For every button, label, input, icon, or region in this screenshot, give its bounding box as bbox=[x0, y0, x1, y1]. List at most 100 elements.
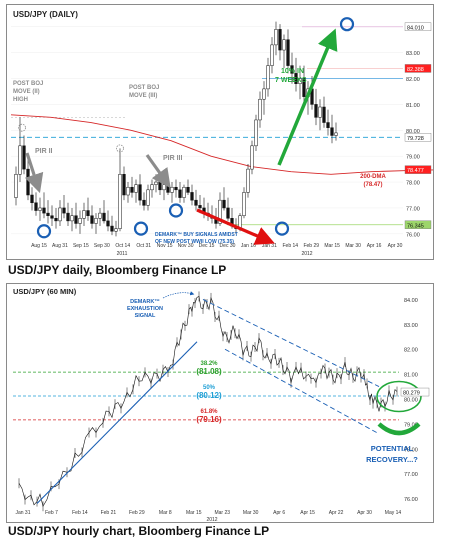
x-tick-label: Mar 30 bbox=[243, 510, 259, 516]
candle-body bbox=[106, 220, 110, 227]
candle-body bbox=[102, 212, 106, 222]
daily-chart-caption: USD/JPY daily, Bloomberg Finance LP bbox=[8, 263, 227, 277]
candle-body bbox=[274, 29, 278, 46]
y-tick-label: 78.00 bbox=[404, 447, 418, 453]
price-tag bbox=[404, 22, 432, 31]
candle-body bbox=[14, 174, 18, 198]
x-tick-label: Nov 30 bbox=[178, 243, 194, 249]
candle-body bbox=[66, 212, 70, 222]
candle-body bbox=[18, 145, 22, 175]
candle-body bbox=[74, 215, 78, 224]
x-tick-label: Mar 15 bbox=[186, 510, 202, 516]
candle-body bbox=[134, 184, 138, 193]
candle-body bbox=[86, 210, 90, 216]
x-tick-label: Feb 29 bbox=[129, 510, 145, 516]
x-tick-label: Mar 15 bbox=[324, 243, 340, 249]
annotation-200-dma-value: (78.47) bbox=[363, 182, 382, 188]
candle-body bbox=[98, 212, 102, 219]
fibonacci-value-label: (80.12) bbox=[196, 391, 222, 400]
candle-body bbox=[226, 207, 230, 219]
candle-body bbox=[170, 186, 174, 193]
candle-body bbox=[146, 189, 150, 206]
candle-body bbox=[78, 218, 82, 224]
x-tick-label: Mar 23 bbox=[214, 510, 230, 516]
y-tick-label: 83.00 bbox=[404, 323, 418, 329]
candle-body bbox=[254, 119, 258, 147]
candle-body bbox=[242, 192, 246, 216]
hourly-chart-panel: USD/JPY (60 MIN) 76.00 77.00 78.00 79.00 80.0… bbox=[6, 283, 434, 523]
fibonacci-value-label: (81.08) bbox=[196, 367, 222, 376]
fibonacci-pct-label: 61.8% bbox=[200, 409, 218, 415]
candle-body bbox=[34, 202, 38, 211]
candle-body bbox=[322, 106, 326, 123]
candle-body bbox=[154, 181, 158, 185]
annotation-recovery: POTENTIAL bbox=[371, 444, 414, 453]
candle-body bbox=[218, 199, 222, 224]
arrow-recovery bbox=[377, 422, 421, 436]
y-tick-label: 78.00 bbox=[406, 181, 420, 187]
candle-body bbox=[282, 39, 286, 51]
hourly-chart-title: USD/JPY (60 MIN) bbox=[13, 287, 77, 296]
candle-body bbox=[302, 78, 306, 97]
price-tag-label: 80.279 bbox=[403, 391, 420, 397]
y-tick-label: 82.00 bbox=[404, 348, 418, 354]
candle-body bbox=[250, 145, 254, 170]
y-tick-label: 81.00 bbox=[404, 373, 418, 379]
candle-body bbox=[270, 44, 274, 66]
arrow-pir-ii bbox=[24, 152, 44, 194]
candle-body bbox=[150, 184, 154, 191]
fibonacci-value-label: (79.16) bbox=[196, 415, 222, 424]
x-tick-label: Sep 30 bbox=[94, 243, 110, 249]
x-tick-label: Apr 6 bbox=[273, 510, 285, 516]
candle-body bbox=[266, 65, 270, 90]
candle-body bbox=[194, 199, 198, 206]
candle-body bbox=[326, 122, 330, 128]
x-tick-label: Feb 14 bbox=[283, 243, 299, 249]
x-tick-label: Apr 16 bbox=[367, 243, 382, 249]
candle-body bbox=[262, 88, 266, 100]
annotation-demark-exhaustion: SIGNAL bbox=[135, 313, 156, 319]
candle-body bbox=[334, 132, 338, 136]
candle-body bbox=[158, 181, 162, 191]
candle-body bbox=[50, 215, 54, 219]
hourly-chart-svg: USD/JPY (60 MIN) 76.00 77.00 78.00 79.00 80.0… bbox=[13, 287, 430, 523]
x-tick-label: Jan 31 bbox=[15, 510, 30, 516]
annotation-pir-iii: PIR III bbox=[163, 155, 183, 162]
candle-body bbox=[30, 194, 34, 204]
x-tick-label: Apr 22 bbox=[329, 510, 344, 516]
y-tick-label: 80.00 bbox=[404, 398, 418, 404]
annotation-rally: 10% IN bbox=[281, 68, 304, 75]
y-tick-label: 80.00 bbox=[406, 129, 420, 135]
candle-body bbox=[286, 39, 290, 66]
marker-circle-blue bbox=[274, 221, 290, 236]
x-year-label: 2011 bbox=[117, 251, 128, 257]
fibonacci-pct-label: 38.2% bbox=[200, 361, 218, 367]
candle-body bbox=[294, 73, 298, 84]
marker-circle-recovery bbox=[376, 380, 422, 413]
candle-body bbox=[142, 199, 146, 206]
price-tag-label: 84.010 bbox=[407, 25, 424, 31]
candle-body bbox=[90, 215, 94, 224]
candle-body bbox=[186, 186, 190, 193]
x-tick-label: May 14 bbox=[385, 510, 402, 516]
x-tick-label: Dec 15 bbox=[199, 243, 215, 249]
arrow-pir-iii bbox=[145, 154, 171, 189]
x-tick-label: Apr 30 bbox=[357, 510, 372, 516]
x-tick-label: Feb 21 bbox=[101, 510, 117, 516]
trend-line bbox=[36, 341, 198, 504]
candle-body bbox=[122, 174, 126, 196]
price-tag bbox=[404, 165, 432, 174]
x-tick-label: Dec 30 bbox=[220, 243, 236, 249]
candle-body bbox=[58, 207, 62, 222]
candle-body bbox=[118, 174, 122, 229]
x-tick-label: Oct 31 bbox=[136, 243, 151, 249]
y-tick-label: 79.00 bbox=[404, 422, 418, 428]
price-tag bbox=[404, 64, 432, 73]
candle-body bbox=[46, 212, 50, 216]
annotation-demark: OF NEW POST WWII LOW (75.35) bbox=[155, 239, 234, 245]
candle-body bbox=[330, 127, 334, 136]
candle-body bbox=[258, 98, 262, 121]
annotation-demark: DEMARK™ BUY SIGNALS AMIDST bbox=[155, 232, 238, 238]
candle-body bbox=[314, 104, 318, 118]
price-tag-label: 79.728 bbox=[407, 136, 424, 142]
